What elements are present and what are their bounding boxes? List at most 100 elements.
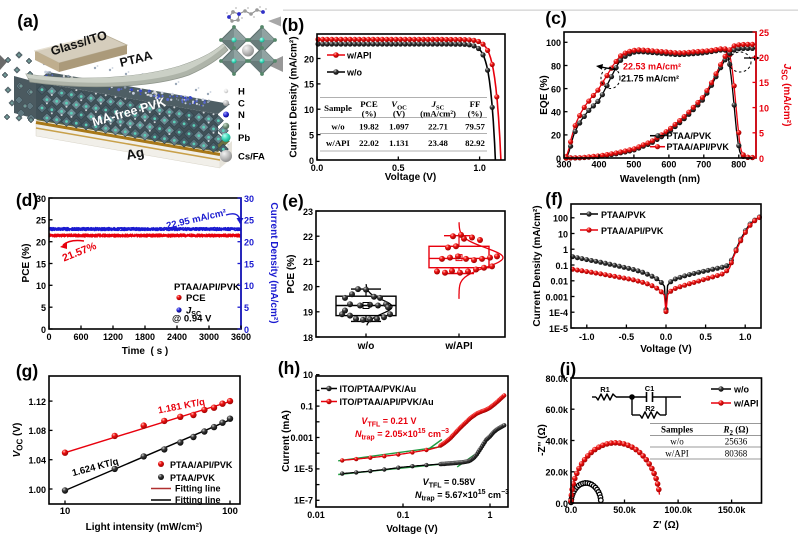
svg-text:20.0k: 20.0k (545, 468, 569, 478)
svg-text:100: 100 (546, 38, 561, 48)
svg-text:PTAA/API/PVK: PTAA/API/PVK (174, 282, 240, 293)
svg-text:JSC (mA/cm²): JSC (mA/cm²) (780, 64, 793, 127)
svg-text:3000: 3000 (199, 332, 219, 342)
svg-text:(d): (d) (16, 190, 38, 210)
svg-text:1.08: 1.08 (28, 426, 46, 436)
svg-text:Ntrap = 2.05×1015 cm−3: Ntrap = 2.05×1015 cm−3 (355, 428, 449, 442)
svg-text:PCE: PCE (360, 99, 378, 109)
svg-text:0.1: 0.1 (300, 401, 313, 411)
svg-text:(h): (h) (278, 358, 300, 378)
svg-text:I: I (238, 122, 241, 133)
svg-text:Current Density (mA/cm²): Current Density (mA/cm²) (289, 36, 300, 157)
svg-text:Fitting line: Fitting line (175, 495, 221, 505)
svg-text:21.75 mA/cm²: 21.75 mA/cm² (621, 74, 679, 84)
svg-text:1200: 1200 (103, 332, 123, 342)
svg-text:1.097: 1.097 (389, 122, 409, 132)
svg-text:19.82: 19.82 (359, 122, 379, 132)
svg-text:40: 40 (551, 108, 561, 118)
svg-text:20: 20 (244, 238, 254, 248)
svg-text:(%): (%) (468, 109, 483, 119)
svg-text:w/o: w/o (357, 341, 375, 352)
svg-text:21: 21 (303, 257, 313, 267)
svg-text:600: 600 (661, 160, 676, 170)
svg-text:(V): (V) (393, 109, 405, 119)
svg-text:15: 15 (304, 80, 314, 90)
svg-text:w/API: w/API (326, 138, 351, 148)
svg-text:FF: FF (470, 99, 481, 109)
svg-text:R2 (Ω): R2 (Ω) (723, 425, 749, 438)
svg-text:Voltage (V): Voltage (V) (640, 344, 691, 355)
svg-text:Light intensity (mW/cm²): Light intensity (mW/cm²) (86, 522, 203, 533)
svg-text:PCE: PCE (186, 293, 206, 304)
svg-text:R2: R2 (645, 404, 655, 413)
svg-text:(b): (b) (282, 15, 304, 35)
svg-text:Current (mA): Current (mA) (281, 410, 292, 472)
svg-text:0.01: 0.01 (307, 510, 325, 520)
svg-text:0.0: 0.0 (311, 163, 324, 173)
svg-text:0: 0 (556, 154, 561, 164)
svg-text:10: 10 (759, 103, 769, 113)
svg-text:30: 30 (244, 194, 254, 204)
svg-text:100: 100 (222, 506, 238, 517)
svg-text:Samples: Samples (661, 425, 694, 435)
svg-text:w/API: w/API (733, 399, 759, 409)
svg-text:20: 20 (551, 131, 561, 141)
svg-text:0.0: 0.0 (555, 499, 568, 509)
svg-text:Wavelength (nm): Wavelength (nm) (620, 174, 700, 185)
svg-text:60.0k: 60.0k (545, 405, 569, 415)
svg-text:19: 19 (303, 308, 313, 318)
svg-text:PTAA/API/PVK: PTAA/API/PVK (667, 142, 730, 152)
svg-text:2400: 2400 (167, 332, 187, 342)
svg-text:5: 5 (309, 130, 314, 140)
svg-text:w/o: w/o (331, 122, 345, 132)
svg-text:3600: 3600 (231, 332, 251, 342)
svg-text:80368: 80368 (725, 449, 748, 459)
svg-text:1: 1 (563, 245, 568, 255)
svg-text:30: 30 (36, 194, 46, 204)
svg-text:ITO/PTAA/PVK/Au: ITO/PTAA/PVK/Au (340, 384, 417, 394)
svg-text:60: 60 (551, 84, 561, 94)
svg-text:20: 20 (303, 282, 313, 292)
svg-text:PTAA/API/PVK: PTAA/API/PVK (170, 460, 233, 470)
svg-text:20: 20 (36, 238, 46, 248)
svg-text:w/API: w/API (665, 449, 689, 459)
svg-text:50.0k: 50.0k (613, 505, 637, 515)
svg-text:-Z'' (Ω): -Z'' (Ω) (537, 424, 548, 456)
svg-text:10: 10 (60, 506, 71, 517)
svg-text:0.1: 0.1 (397, 510, 410, 520)
svg-text:(f): (f) (545, 189, 562, 209)
svg-text:Voltage (V): Voltage (V) (385, 172, 436, 183)
svg-text:1E-4: 1E-4 (549, 308, 568, 318)
svg-text:23: 23 (303, 207, 313, 217)
svg-text:Voltage (V): Voltage (V) (386, 524, 437, 534)
svg-text:0: 0 (46, 332, 51, 342)
svg-text:Ag: Ag (125, 144, 146, 162)
svg-text:Pb: Pb (238, 133, 250, 144)
svg-text:100: 100 (553, 214, 568, 224)
svg-text:5: 5 (759, 129, 764, 139)
svg-text:1800: 1800 (135, 332, 155, 342)
svg-text:w/API: w/API (444, 341, 472, 352)
svg-text:0.0: 0.0 (565, 505, 578, 515)
svg-text:25: 25 (36, 216, 46, 226)
svg-text:1E-5: 1E-5 (294, 464, 313, 474)
svg-text:-0.5: -0.5 (619, 332, 635, 342)
svg-text:0.0: 0.0 (660, 332, 673, 342)
svg-text:1.04: 1.04 (28, 456, 46, 466)
svg-text:0: 0 (41, 325, 46, 335)
svg-text:(a): (a) (17, 11, 38, 31)
svg-text:0.5: 0.5 (392, 163, 405, 173)
svg-text:150.0k: 150.0k (718, 505, 747, 515)
svg-text:10: 10 (558, 229, 568, 239)
svg-text:Sample: Sample (324, 103, 352, 113)
svg-text:18: 18 (303, 333, 313, 343)
svg-text:w/o: w/o (733, 385, 750, 395)
svg-text:700: 700 (696, 160, 711, 170)
svg-text:(i): (i) (560, 359, 577, 379)
svg-text:20: 20 (304, 54, 314, 64)
svg-text:25636: 25636 (725, 437, 748, 447)
svg-text:(c): (c) (545, 8, 566, 28)
svg-text:Current Density (mA/cm²): Current Density (mA/cm²) (268, 202, 279, 323)
svg-text:300: 300 (556, 160, 571, 170)
svg-text:VOC: VOC (391, 99, 407, 112)
